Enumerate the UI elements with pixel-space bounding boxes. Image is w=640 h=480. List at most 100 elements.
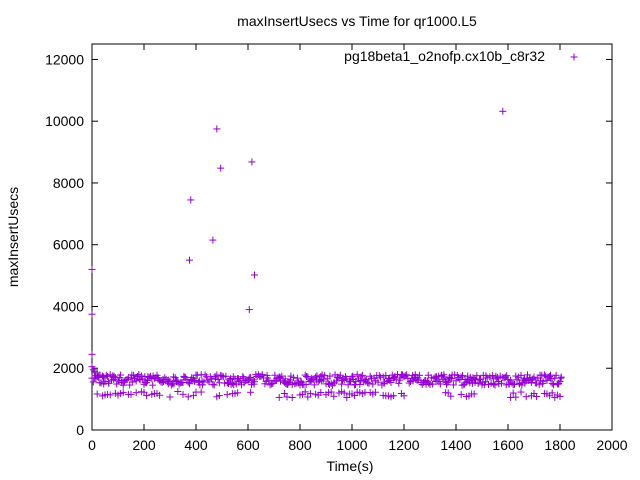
- data-point: [470, 390, 478, 398]
- data-point: [132, 389, 140, 397]
- data-point: [130, 371, 138, 379]
- data-point: [340, 389, 348, 397]
- data-point: [375, 371, 383, 379]
- data-point: [119, 381, 127, 389]
- y-tick-label: 0: [76, 422, 84, 438]
- data-point: [291, 380, 299, 388]
- chart-title: maxInsertUsecs vs Time for qr1000.L5: [237, 13, 477, 29]
- y-tick-label: 8000: [53, 175, 84, 191]
- data-point: [184, 393, 192, 401]
- data-point: [330, 392, 338, 400]
- data-point: [512, 393, 520, 401]
- data-point: [174, 388, 182, 396]
- x-tick-label: 1200: [388, 437, 419, 453]
- data-point: [275, 393, 283, 401]
- x-tick-label: 0: [88, 437, 96, 453]
- data-point: [395, 379, 403, 387]
- data-point: [180, 372, 188, 380]
- data-point: [94, 373, 102, 381]
- data-point: [400, 392, 408, 400]
- y-tick-label: 6000: [53, 237, 84, 253]
- data-point: [325, 380, 333, 388]
- data-point: [172, 376, 180, 384]
- data-point: [540, 371, 548, 379]
- data-point: [265, 376, 273, 384]
- legend-marker: [570, 53, 578, 61]
- data-point: [102, 371, 110, 379]
- data-point: [535, 381, 543, 389]
- y-tick-label: 10000: [45, 113, 84, 129]
- data-point: [548, 379, 556, 387]
- data-point: [457, 391, 465, 399]
- data-point: [101, 377, 109, 385]
- data-point: [374, 378, 382, 386]
- data-point: [357, 376, 365, 384]
- data-point: [416, 371, 424, 379]
- data-point: [106, 391, 114, 399]
- data-point: [304, 373, 312, 381]
- data-point: [517, 371, 525, 379]
- data-point: [222, 372, 230, 380]
- data-point: [548, 389, 556, 397]
- x-tick-label: 200: [132, 437, 156, 453]
- data-point: [336, 371, 344, 379]
- data-point: [89, 378, 97, 386]
- data-point: [93, 390, 101, 398]
- legend-label: pg18beta1_o2nofp.cx10b_c8r32: [344, 48, 545, 64]
- data-point: [344, 381, 352, 389]
- data-point: [186, 380, 193, 388]
- data-point: [234, 375, 242, 383]
- data-point: [306, 390, 314, 398]
- data-point: [494, 378, 502, 386]
- data-point: [447, 392, 455, 400]
- data-point: [104, 378, 112, 386]
- data-point: [353, 371, 361, 379]
- data-point: [158, 379, 166, 387]
- data-point: [556, 378, 564, 386]
- data-point: [88, 350, 96, 358]
- data-point: [288, 393, 296, 401]
- data-point: [390, 392, 398, 400]
- data-point: [533, 392, 541, 400]
- data-point: [209, 236, 217, 244]
- data-point: [474, 379, 482, 387]
- data-point: [186, 256, 193, 264]
- data-point: [249, 376, 257, 384]
- data-point: [461, 380, 469, 388]
- data-point: [539, 380, 547, 388]
- data-point: [326, 372, 334, 380]
- data-point: [491, 381, 499, 389]
- data-point: [88, 265, 96, 273]
- data-point: [290, 374, 297, 382]
- data-point: [197, 388, 205, 396]
- data-point: [459, 372, 466, 380]
- data-point: [314, 378, 322, 386]
- x-axis-label: Time(s): [327, 458, 374, 474]
- data-point: [403, 371, 411, 379]
- data-point: [208, 375, 216, 383]
- data-point: [215, 392, 223, 400]
- data-point: [556, 392, 564, 400]
- data-point: [488, 372, 496, 380]
- x-tick-label: 800: [288, 437, 312, 453]
- data-point: [213, 125, 221, 133]
- x-axis-ticks: 0 200 400 600 800 1000 1200 1400 1600 1800 2000: [88, 44, 628, 453]
- data-point: [187, 196, 195, 204]
- data-point: [258, 371, 266, 379]
- data-point: [210, 381, 218, 389]
- y-tick-label: 12000: [45, 51, 84, 67]
- x-tick-label: 1400: [440, 437, 471, 453]
- data-point: [499, 107, 507, 115]
- data-point: [281, 375, 289, 383]
- data-point: [530, 373, 538, 381]
- data-point: [293, 374, 301, 382]
- data-point: [557, 374, 565, 382]
- data-point: [362, 378, 370, 386]
- data-point: [245, 306, 253, 314]
- data-point: [522, 393, 530, 401]
- data-point: [88, 310, 96, 318]
- data-point: [517, 388, 525, 396]
- data-point: [223, 391, 231, 399]
